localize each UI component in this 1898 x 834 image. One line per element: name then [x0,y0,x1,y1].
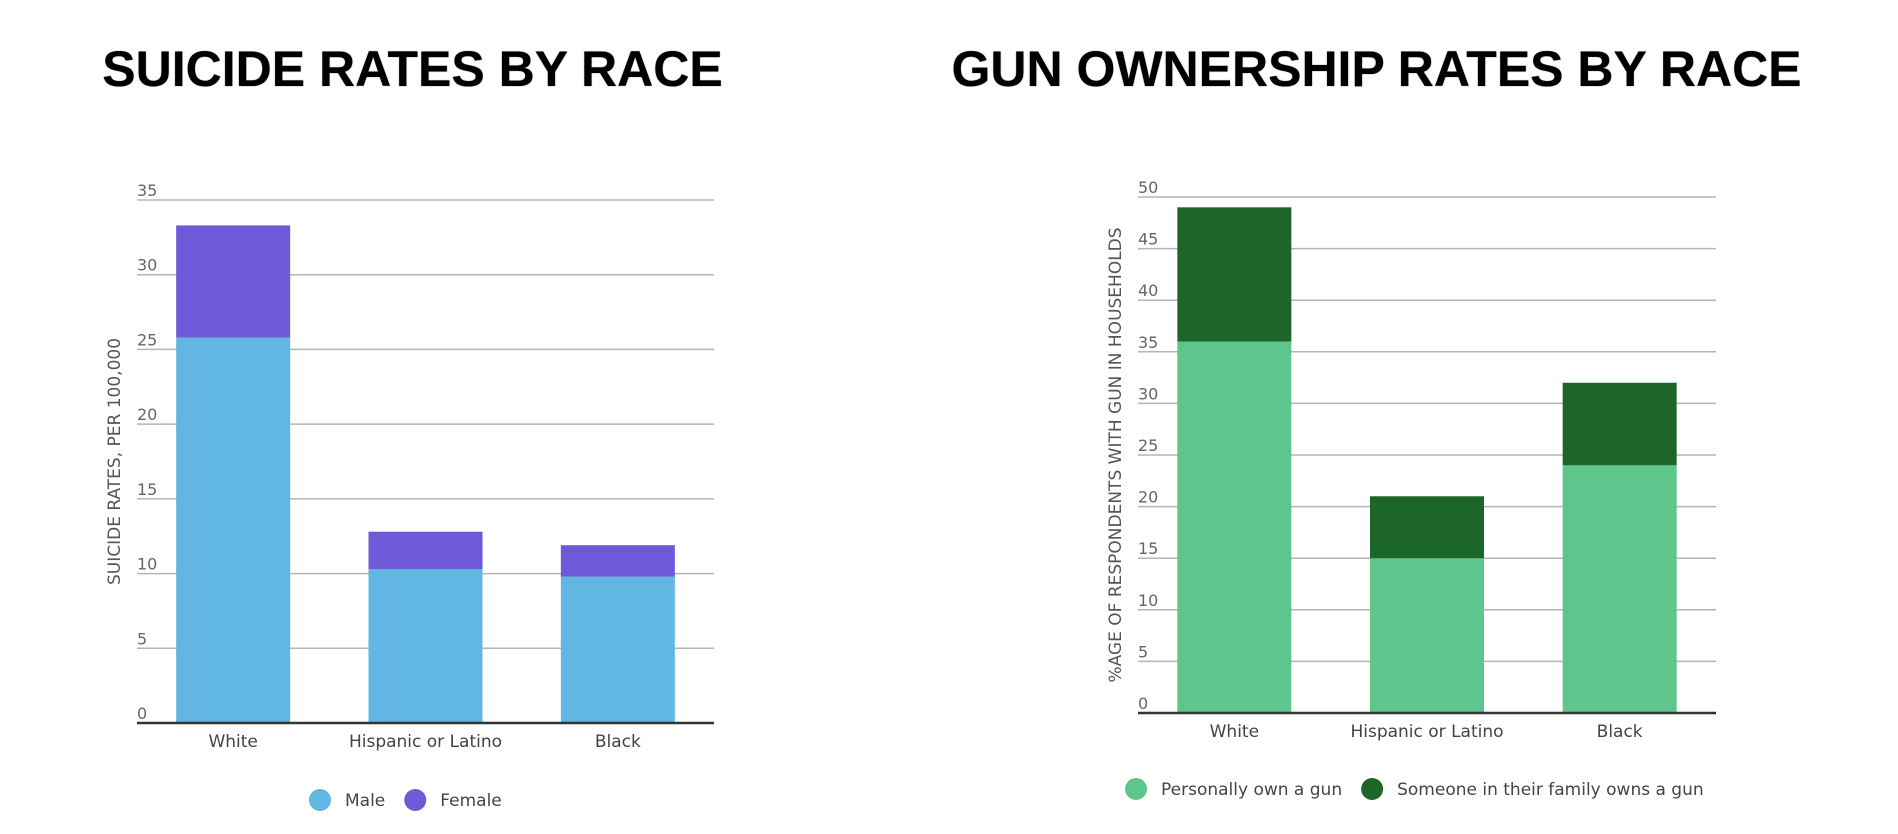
x-category-label: Hispanic or Latino [1350,722,1503,742]
legend-label: Male [345,791,385,811]
bar-personally-own-a-gun [1370,558,1484,713]
legend-swatch [309,789,331,811]
bar-someone-in-their-family-owns-a-gun [1562,382,1677,466]
legend-label: Someone in their family owns a gun [1397,780,1704,800]
bar-male [176,337,291,723]
y-tick-label: 40 [1138,281,1158,300]
gun-ownership-chart-panel: GUN OWNERSHIP RATES BY RACE 0 5 10 15 20 25 30… [949,0,1898,834]
chart-title: SUICIDE RATES BY RACE [102,41,723,97]
y-tick-label: 0 [137,704,147,723]
bar-female [560,545,675,577]
bar-male [560,576,675,723]
bar-personally-own-a-gun [1562,465,1677,713]
x-category-label: Black [1597,722,1643,742]
x-category-label: White [1210,722,1259,742]
bar-personally-own-a-gun [1177,341,1292,713]
y-tick-label: 0 [1138,694,1148,713]
y-tick-label: 20 [1138,488,1158,507]
x-category-label: Hispanic or Latino [349,732,502,752]
y-tick-label: 10 [1138,591,1158,610]
suicide-rates-chart-panel: SUICIDE RATES BY RACE 0 5 10 15 20 25 30 35 Whit… [102,41,723,811]
y-tick-label: 5 [1138,642,1148,661]
y-tick-label: 25 [1138,436,1158,455]
bar-someone-in-their-family-owns-a-gun [1177,207,1292,342]
bar-male [368,569,483,723]
y-tick-label: 5 [137,629,147,648]
y-tick-label: 20 [137,405,157,424]
y-tick-label: 45 [1138,230,1158,249]
bar-female [176,225,291,338]
x-category-label: White [208,732,257,752]
y-tick-label: 35 [1138,333,1158,352]
y-axis-title: SUICIDE RATES, PER 100,000 [105,338,125,585]
y-tick-label: 10 [137,555,157,574]
y-axis-title: %AGE OF RESPONDENTS WITH GUN IN HOUSEHOL… [1106,227,1126,682]
y-tick-label: 15 [1138,539,1158,558]
legend-label: Personally own a gun [1161,780,1342,800]
x-category-label: Black [595,732,641,752]
y-tick-label: 25 [137,330,157,349]
y-tick-label: 30 [137,256,157,275]
gun-ownership-chart: 0 5 10 15 20 25 30 35 40 45 50 White Hispanic or Lat… [1106,178,1716,800]
chart-title: GUN OWNERSHIP RATES BY RACE [951,41,1802,97]
legend-swatch [404,789,427,811]
suicide-rates-chart: 0 5 10 15 20 25 30 35 White Hispanic or Latino Bla… [105,181,714,811]
legend-swatch [1125,778,1147,800]
bar-someone-in-their-family-owns-a-gun [1370,496,1484,559]
y-tick-label: 35 [137,181,157,200]
y-tick-label: 15 [137,480,157,499]
legend-label: Female [440,791,501,811]
bar-female [368,531,483,570]
legend-swatch [1361,778,1384,800]
y-tick-label: 50 [1138,178,1158,197]
y-tick-label: 30 [1138,384,1158,403]
